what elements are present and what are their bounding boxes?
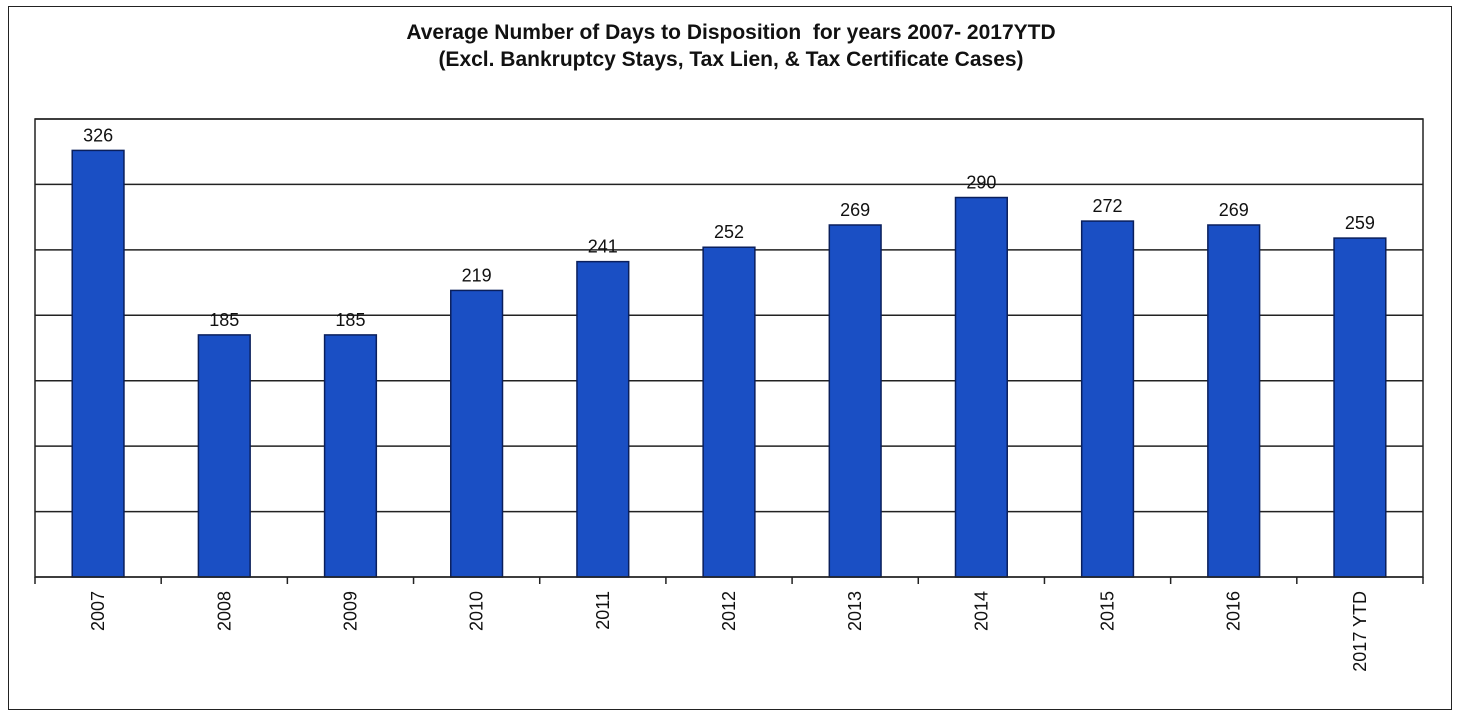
chart-title-block: Average Number of Days to Disposition fo… xyxy=(9,19,1453,73)
bar-2011 xyxy=(576,260,630,578)
data-label: 185 xyxy=(335,310,365,330)
data-label: 219 xyxy=(462,265,492,285)
x-tick-label: 2007 xyxy=(88,591,108,631)
x-tick-label: 2013 xyxy=(845,591,865,631)
bar-2014 xyxy=(954,196,1008,578)
x-tick-label: 2008 xyxy=(214,591,234,631)
chart-title: Average Number of Days to Disposition fo… xyxy=(406,21,1056,44)
bar-2016 xyxy=(1207,224,1261,578)
bar-2013 xyxy=(828,224,882,578)
bar-2012 xyxy=(702,246,756,578)
x-tick-label: 2009 xyxy=(340,591,360,631)
chart-subtitle: (Excl. Bankruptcy Stays, Tax Lien, & Tax… xyxy=(438,48,1024,71)
x-tick-label: 2010 xyxy=(467,591,487,631)
x-tick-label: 2012 xyxy=(719,591,739,631)
x-tick-label: 2016 xyxy=(1224,591,1244,631)
data-labels: 326 185 185 219 241 252 269 290 272 269 259 xyxy=(83,125,1375,330)
data-label: 252 xyxy=(714,222,744,242)
bar-2010 xyxy=(450,289,504,578)
x-axis: 2007 2008 2009 2010 2011 2012 2013 2014 2015 2016… xyxy=(34,576,1424,672)
bar-2008 xyxy=(197,334,251,578)
bar-2007 xyxy=(71,149,125,578)
x-tick-label: 2011 xyxy=(593,591,613,630)
data-label: 185 xyxy=(209,310,239,330)
bar-2009 xyxy=(323,334,378,578)
bar-2015 xyxy=(1080,220,1135,578)
bar-2017-ytd xyxy=(1333,237,1387,578)
x-tick-label: 2015 xyxy=(1098,591,1118,631)
data-label: 269 xyxy=(840,200,870,220)
data-label: 259 xyxy=(1345,213,1375,233)
x-tick-label: 2017 YTD xyxy=(1350,591,1370,672)
chart-frame: Average Number of Days to Disposition fo… xyxy=(8,6,1452,710)
data-label: 269 xyxy=(1219,200,1249,220)
data-label: 326 xyxy=(83,125,113,145)
data-label: 290 xyxy=(966,173,996,193)
data-label: 272 xyxy=(1093,196,1123,216)
data-label: 241 xyxy=(588,237,618,257)
x-tick-label: 2014 xyxy=(971,591,991,631)
bars xyxy=(71,149,1387,578)
